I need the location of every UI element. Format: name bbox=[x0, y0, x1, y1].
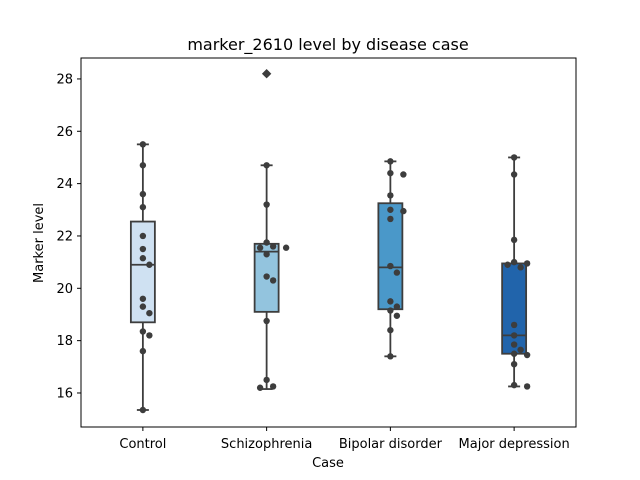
y-tick-label: 26 bbox=[56, 125, 73, 140]
data-point bbox=[523, 351, 531, 359]
data-point bbox=[510, 171, 518, 178]
data-point bbox=[139, 295, 147, 302]
x-tick-label: Schizophrenia bbox=[221, 437, 312, 452]
data-point bbox=[139, 328, 147, 335]
data-point bbox=[269, 383, 277, 390]
data-point bbox=[146, 309, 153, 317]
box-major-depression bbox=[501, 156, 528, 388]
data-point bbox=[139, 255, 147, 262]
data-point bbox=[139, 190, 147, 198]
data-point bbox=[504, 261, 511, 268]
data-point bbox=[139, 245, 147, 253]
data-point bbox=[510, 350, 518, 357]
data-point bbox=[393, 303, 401, 310]
data-point bbox=[400, 171, 407, 178]
data-point bbox=[393, 269, 401, 276]
data-point bbox=[387, 262, 394, 270]
data-point bbox=[393, 312, 401, 319]
data-point bbox=[269, 243, 277, 250]
data-point bbox=[387, 192, 394, 199]
data-point bbox=[517, 264, 524, 271]
y-tick-label: 28 bbox=[56, 72, 73, 87]
data-point bbox=[523, 383, 531, 390]
y-tick-label: 16 bbox=[56, 386, 73, 401]
data-point bbox=[139, 162, 147, 169]
x-axis-label: Case bbox=[312, 456, 344, 471]
box-control bbox=[129, 143, 156, 411]
data-point bbox=[139, 232, 147, 240]
data-point bbox=[400, 207, 407, 215]
data-point bbox=[139, 406, 147, 414]
data-point bbox=[263, 376, 270, 384]
data-point bbox=[146, 261, 153, 268]
data-point bbox=[139, 303, 147, 310]
data-point bbox=[387, 206, 394, 213]
data-point bbox=[387, 169, 394, 177]
data-point bbox=[139, 347, 147, 355]
data-point bbox=[263, 201, 270, 208]
data-point bbox=[139, 141, 147, 148]
chart-title: marker_2610 level by disease case bbox=[187, 35, 468, 55]
data-point bbox=[387, 298, 394, 305]
data-point bbox=[510, 258, 518, 266]
y-tick-label: 20 bbox=[56, 282, 73, 297]
data-point bbox=[517, 346, 524, 353]
data-point bbox=[510, 154, 518, 161]
data-point bbox=[263, 239, 270, 246]
data-point bbox=[510, 360, 518, 368]
data-point bbox=[263, 317, 270, 325]
data-point bbox=[269, 277, 277, 284]
data-point bbox=[139, 203, 147, 211]
data-point bbox=[510, 341, 518, 348]
data-point bbox=[387, 158, 394, 165]
data-point bbox=[387, 326, 394, 334]
x-tick-label: Major depression bbox=[459, 437, 570, 452]
data-point bbox=[523, 260, 531, 267]
data-point bbox=[387, 307, 394, 314]
data-point bbox=[263, 162, 270, 169]
data-point bbox=[510, 381, 518, 389]
data-point bbox=[263, 273, 270, 280]
data-point bbox=[256, 244, 264, 251]
y-tick-label: 18 bbox=[56, 334, 73, 349]
iqr-box bbox=[501, 262, 528, 355]
data-point bbox=[510, 236, 518, 244]
plot-area bbox=[80, 57, 577, 428]
box-schizophrenia bbox=[253, 68, 280, 390]
data-point bbox=[387, 215, 394, 223]
data-point bbox=[510, 332, 518, 339]
x-tick-label: Bipolar disorder bbox=[339, 437, 443, 452]
data-point bbox=[263, 251, 270, 258]
boxes bbox=[129, 68, 528, 411]
x-tick-label: Control bbox=[119, 437, 166, 452]
data-point bbox=[510, 321, 518, 329]
data-point bbox=[263, 70, 270, 77]
data-point bbox=[146, 332, 153, 339]
data-point bbox=[387, 353, 394, 360]
y-axis-label: Marker level bbox=[32, 203, 47, 283]
y-tick-label: 24 bbox=[56, 177, 73, 192]
data-points bbox=[139, 70, 531, 414]
x-axis: Control Schizophrenia Bipolar disorder Majo… bbox=[119, 427, 570, 452]
data-point bbox=[256, 384, 264, 391]
data-point bbox=[282, 244, 290, 251]
y-tick-label: 22 bbox=[56, 229, 73, 244]
y-axis: 16 18 20 22 24 26 28 bbox=[56, 72, 81, 401]
